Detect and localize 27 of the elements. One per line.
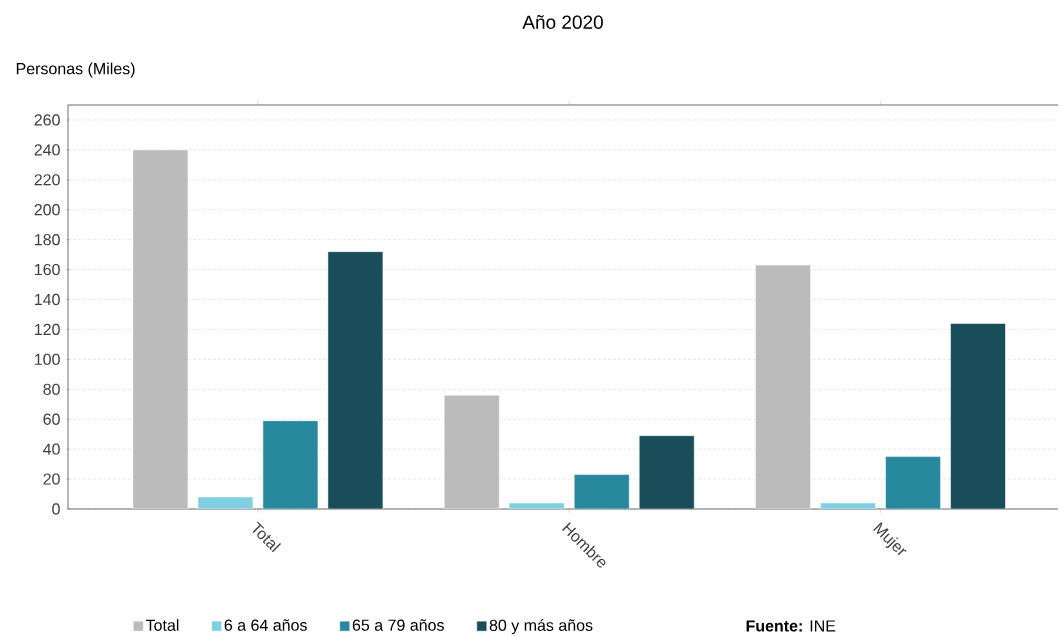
legend-label: 65 a 79 años (352, 619, 444, 631)
y-tick-label: 180 (35, 234, 60, 246)
y-tick-label: 20 (43, 473, 60, 485)
y-tick-label: 260 (34, 114, 60, 126)
y-tick-label: 160 (35, 263, 60, 276)
y-tick-label: 120 (35, 323, 60, 336)
y-tick-label: 100 (35, 353, 60, 366)
bar (573, 474, 630, 509)
y-axis-title: Personas (Miles) (16, 62, 135, 78)
legend-label: Total (145, 619, 179, 631)
chart-title: Año 2020 (522, 15, 603, 29)
legend-label: 80 y más años (489, 619, 593, 635)
bar (327, 251, 384, 509)
legend-label: 6 a 64 años (224, 619, 307, 631)
y-tick-label: 240 (34, 144, 60, 156)
y-tick-label: 140 (35, 293, 60, 306)
y-tick-label: 200 (34, 204, 60, 216)
bar (950, 323, 1006, 509)
y-tick-label: 220 (34, 174, 60, 186)
text: Fuente: INE (746, 620, 836, 632)
bar (262, 420, 319, 509)
bar (885, 456, 941, 509)
y-tick-label: 0 (52, 503, 60, 515)
bar (638, 435, 695, 509)
y-tick-label: 60 (43, 413, 60, 425)
y-tick-label: 80 (43, 383, 60, 395)
y-tick-label: 40 (43, 443, 60, 455)
